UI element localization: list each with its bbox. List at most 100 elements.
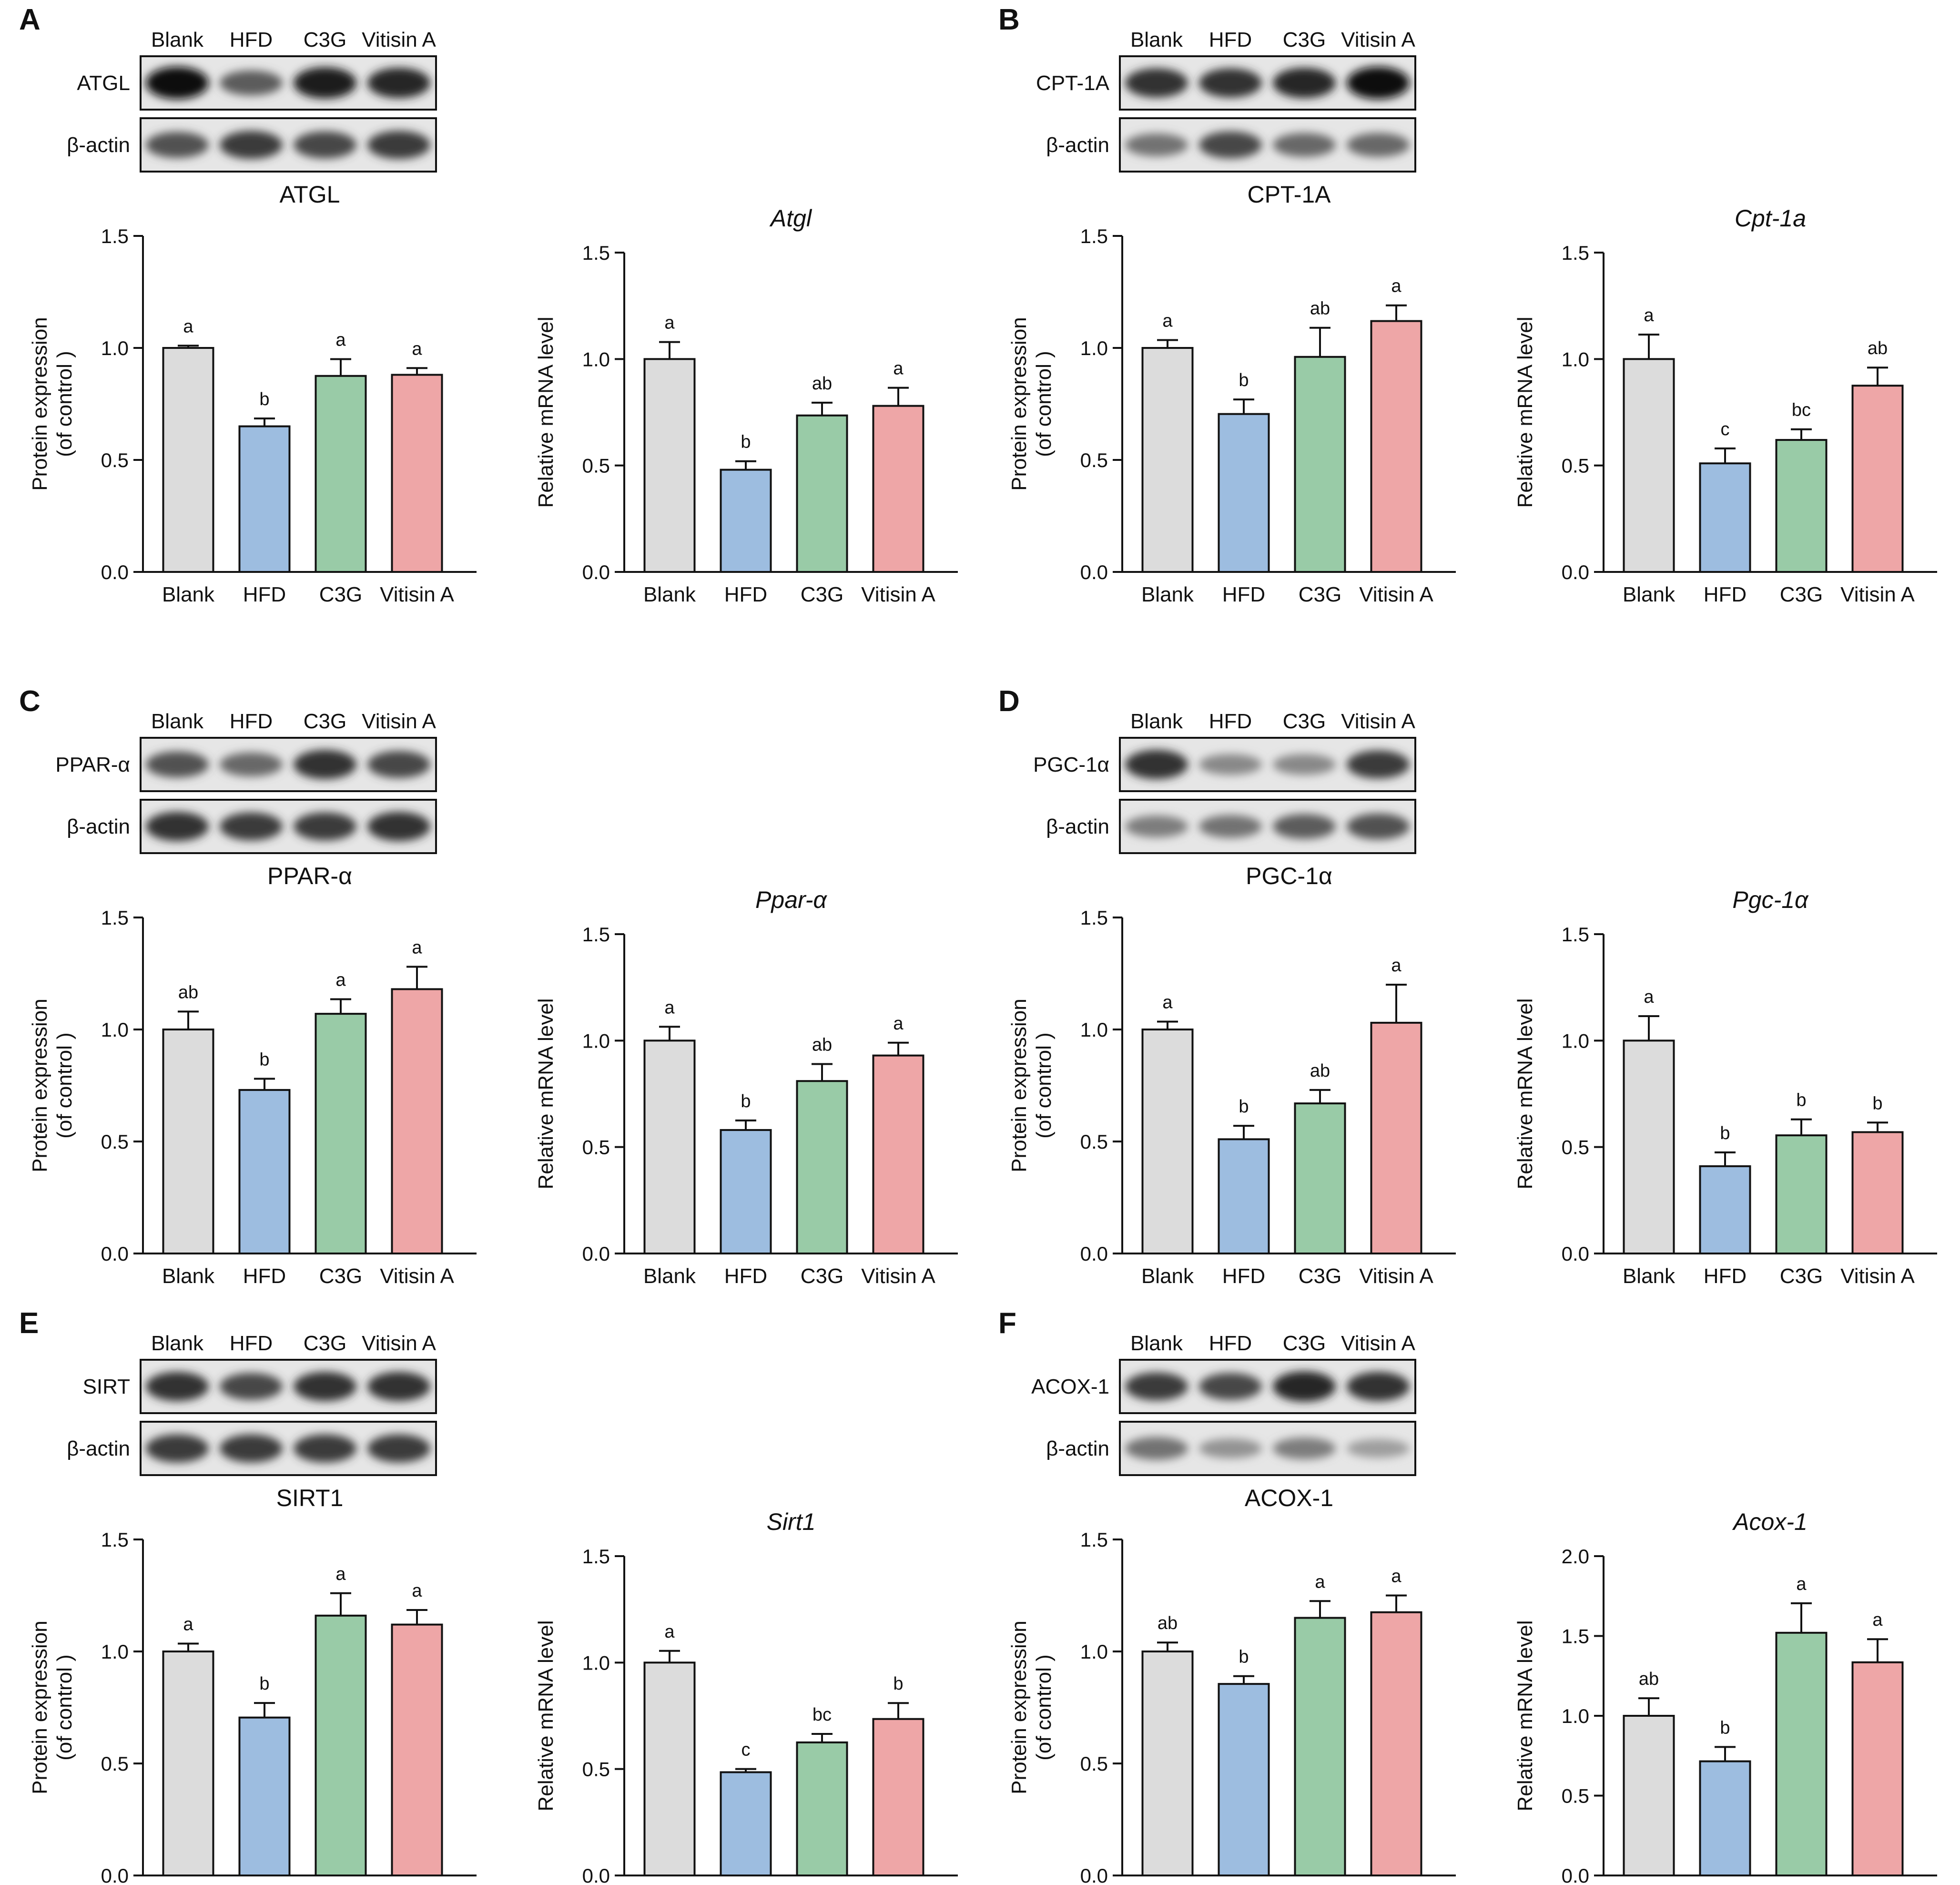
blot-lane-label: Blank <box>151 1332 204 1355</box>
blot-row-label: β-actin <box>67 133 130 157</box>
bar-vitisin-a <box>872 405 924 573</box>
bar-chart: CPT-1A 0.0 0.5 1.0 1.5 Protein expression (of … <box>1007 181 1456 606</box>
significance-letter: b <box>1239 1647 1249 1667</box>
blot-band <box>146 751 209 778</box>
western-blot: Blank HFD C3G Vitisin A PGC-1α β-actin <box>1033 710 1416 854</box>
y-tick-label: 1.5 <box>1562 242 1589 264</box>
blot-band <box>1347 132 1410 157</box>
blot-band <box>220 812 283 841</box>
blot-lane-label: HFD <box>230 28 273 51</box>
bar-blank <box>1623 1039 1675 1254</box>
significance-letter: b <box>1720 1123 1730 1143</box>
bar-hfd <box>720 1771 772 1876</box>
y-tick-label: 0.5 <box>101 1753 129 1775</box>
blot-band <box>294 750 356 779</box>
significance-letter: a <box>1872 1610 1883 1630</box>
x-tick-label: Blank <box>1141 583 1194 606</box>
y-axis-label: (of control ) <box>53 351 76 457</box>
bar-blank <box>162 1651 214 1876</box>
significance-letter: a <box>1796 1574 1807 1594</box>
significance-letter: ab <box>812 1035 832 1055</box>
y-tick-label: 0.5 <box>1562 1785 1589 1807</box>
bar-hfd <box>720 469 772 573</box>
panel-a: A Blank HFD C3G Vitisin A ATGL β-actin ATGL 0.0 0… <box>19 3 958 606</box>
blot-band <box>1347 750 1410 779</box>
blot-band <box>220 131 283 159</box>
blot-band <box>1125 815 1188 837</box>
bar-chart: Ppar-α 0.0 0.5 1.0 1.5 Relative mRNA level a Bl… <box>534 886 958 1288</box>
y-tick-label: 0.0 <box>1562 1243 1589 1265</box>
blot-band <box>1125 133 1188 157</box>
y-tick-label: 1.5 <box>1562 923 1589 946</box>
y-tick-label: 2.0 <box>1562 1545 1589 1568</box>
blot-lane-label: C3G <box>304 28 346 51</box>
bar-chart: ACOX-1 0.0 0.5 1.0 1.5 Protein expression (of … <box>1007 1485 1456 1885</box>
bar-blank <box>643 1039 696 1254</box>
bar-hfd <box>720 1129 772 1255</box>
y-tick-label: 0.5 <box>101 449 129 471</box>
y-tick-label: 1.0 <box>1562 348 1589 370</box>
blot-lane-label: Blank <box>151 710 204 733</box>
x-tick-label: Blank <box>162 1264 215 1288</box>
significance-letter: c <box>1721 419 1730 439</box>
blot-band <box>1199 131 1262 159</box>
x-tick-label: Blank <box>1141 1264 1194 1288</box>
y-axis-label: Relative mRNA level <box>1513 998 1537 1189</box>
x-tick-label: Blank <box>162 583 215 606</box>
bar-c3g <box>1294 1617 1346 1876</box>
western-blot: Blank HFD C3G Vitisin A PPAR-α β-actin <box>55 710 437 854</box>
y-axis-label: Protein expression <box>28 999 51 1172</box>
blot-row-label: β-actin <box>1046 133 1109 157</box>
significance-letter: ab <box>812 374 832 394</box>
blot-band <box>1125 1372 1188 1401</box>
blot-lane-label: Blank <box>1130 28 1183 51</box>
bar-chart: PGC-1α 0.0 0.5 1.0 1.5 Protein expression (of … <box>1007 863 1456 1288</box>
y-axis-label: (of control ) <box>1032 1032 1056 1139</box>
blot-band <box>367 812 430 841</box>
blot-band <box>146 1372 209 1401</box>
bar-blank <box>1141 1029 1194 1254</box>
y-tick-label: 1.0 <box>1562 1029 1589 1052</box>
significance-letter: bc <box>812 1705 832 1725</box>
y-tick-label: 0.0 <box>1562 561 1589 583</box>
bar-chart: Acox-1 0.0 0.5 1.0 1.5 2.0 Relative mRNA level… <box>1513 1508 1937 1885</box>
x-tick-label: Vitisin A <box>1840 1264 1915 1288</box>
y-tick-label: 1.5 <box>582 242 610 264</box>
significance-letter: ab <box>1310 1061 1330 1081</box>
blot-band <box>1199 1438 1262 1458</box>
x-tick-label: Vitisin A <box>1840 583 1915 606</box>
blot-band <box>367 68 430 98</box>
blot-lane-label: HFD <box>1209 28 1252 51</box>
y-axis-label: Relative mRNA level <box>534 1620 558 1811</box>
significance-letter: a <box>1644 306 1654 326</box>
bar-vitisin-a <box>872 1054 924 1254</box>
panel-c: C Blank HFD C3G Vitisin A PPAR-α β-actin PPAR-α… <box>19 685 958 1288</box>
bar-c3g <box>1294 1102 1346 1254</box>
blot-band <box>1273 754 1336 775</box>
bar-c3g <box>1775 439 1828 573</box>
bar-c3g <box>315 1013 367 1254</box>
y-tick-label: 0.0 <box>582 1865 610 1885</box>
y-tick-label: 0.0 <box>101 561 129 583</box>
blot-lane-label: C3G <box>1283 28 1326 51</box>
panel-letter: B <box>998 3 1020 36</box>
blot-band <box>294 812 356 841</box>
y-tick-label: 1.5 <box>1080 1528 1108 1551</box>
blot-band <box>220 1373 283 1400</box>
significance-letter: ab <box>1639 1669 1659 1689</box>
y-axis-label: Relative mRNA level <box>1513 316 1537 508</box>
y-tick-label: 1.0 <box>582 348 610 370</box>
bar-chart: Pgc-1α 0.0 0.5 1.0 1.5 Relative mRNA level a Bl… <box>1513 886 1937 1288</box>
significance-letter: b <box>1872 1093 1882 1113</box>
significance-letter: b <box>259 389 269 409</box>
blot-band <box>294 131 356 159</box>
blot-lane-label: Blank <box>1130 710 1183 733</box>
y-tick-label: 1.0 <box>582 1029 610 1052</box>
blot-band <box>1273 1371 1336 1402</box>
x-tick-label: C3G <box>1299 583 1341 606</box>
significance-letter: a <box>664 313 675 333</box>
blot-band <box>367 1434 430 1463</box>
significance-letter: a <box>1315 1572 1325 1592</box>
x-tick-label: C3G <box>801 1264 843 1288</box>
y-tick-label: 1.0 <box>1080 1640 1108 1663</box>
